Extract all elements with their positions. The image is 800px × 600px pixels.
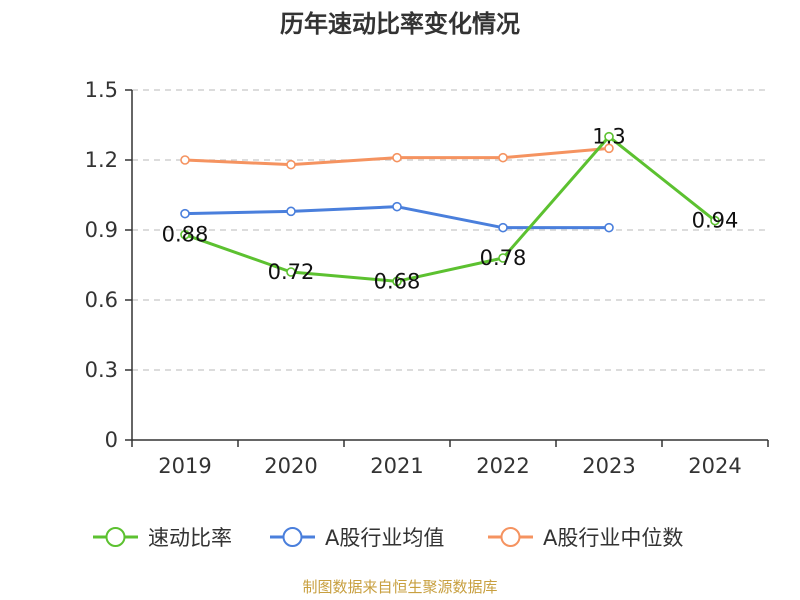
chart-title: 历年速动比率变化情况: [280, 10, 520, 38]
data-label: 0.78: [480, 246, 527, 270]
data-point: [498, 253, 508, 263]
grid-layer: [132, 89, 768, 371]
data-point: [498, 152, 508, 163]
legend-label: 速动比率: [148, 526, 232, 550]
legend-marker: [282, 527, 303, 547]
data-point: [604, 131, 614, 142]
data-label: 0.94: [692, 209, 739, 233]
series-line: [184, 135, 716, 283]
data-point: [498, 222, 508, 233]
legend-label: A股行业中位数: [543, 526, 683, 550]
series-layer: [180, 131, 720, 287]
data-label: 0.68: [374, 269, 421, 293]
data-point: [180, 229, 190, 240]
data-point: [392, 201, 402, 212]
x-tick-label: 2020: [264, 454, 317, 478]
data-point: [286, 206, 296, 217]
y-tick-label: 0.3: [85, 358, 118, 382]
data-point: [286, 159, 296, 170]
data-point: [604, 222, 614, 233]
y-tick-label: 1.5: [85, 78, 118, 102]
data-label: 0.72: [268, 260, 315, 284]
legend: 速动比率 A股行业均值 A股行业中位数: [93, 526, 683, 550]
legend-marker: [500, 527, 521, 547]
data-label: 0.88: [162, 223, 209, 247]
y-tick-label: 0.9: [85, 218, 118, 242]
y-tick-label: 0.6: [85, 288, 118, 312]
data-label: 1.3: [592, 125, 625, 149]
data-point: [604, 143, 614, 154]
y-tick-label: 1.2: [85, 148, 118, 172]
source-note: 制图数据来自恒生聚源数据库: [302, 578, 497, 596]
data-point: [180, 155, 190, 165]
legend-marker: [105, 527, 126, 547]
data-point: [710, 215, 720, 226]
data-point: [180, 208, 190, 219]
legend-label: A股行业均值: [325, 526, 444, 550]
data-point: [392, 276, 402, 287]
x-tick-label: 2023: [582, 454, 635, 478]
legend-item: 速动比率: [93, 526, 232, 550]
x-tick-label: 2022: [476, 454, 529, 478]
data-label-layer: 0.88 0.72 0.68 0.78 1.3 0.94: [162, 125, 739, 294]
legend-item: A股行业均值: [270, 526, 444, 550]
x-tick-label: 2019: [158, 454, 211, 478]
y-tick-label: 0: [105, 428, 118, 452]
x-tick-label: 2021: [370, 454, 423, 478]
legend-item: A股行业中位数: [488, 526, 683, 550]
data-point: [392, 152, 402, 163]
axis-layer: 0 0.3 0.6 0.9 1.2 1.5 2019 2020 2021 2022 2023 2024: [85, 78, 769, 478]
x-tick-label: 2024: [688, 454, 741, 478]
data-point: [286, 267, 296, 277]
